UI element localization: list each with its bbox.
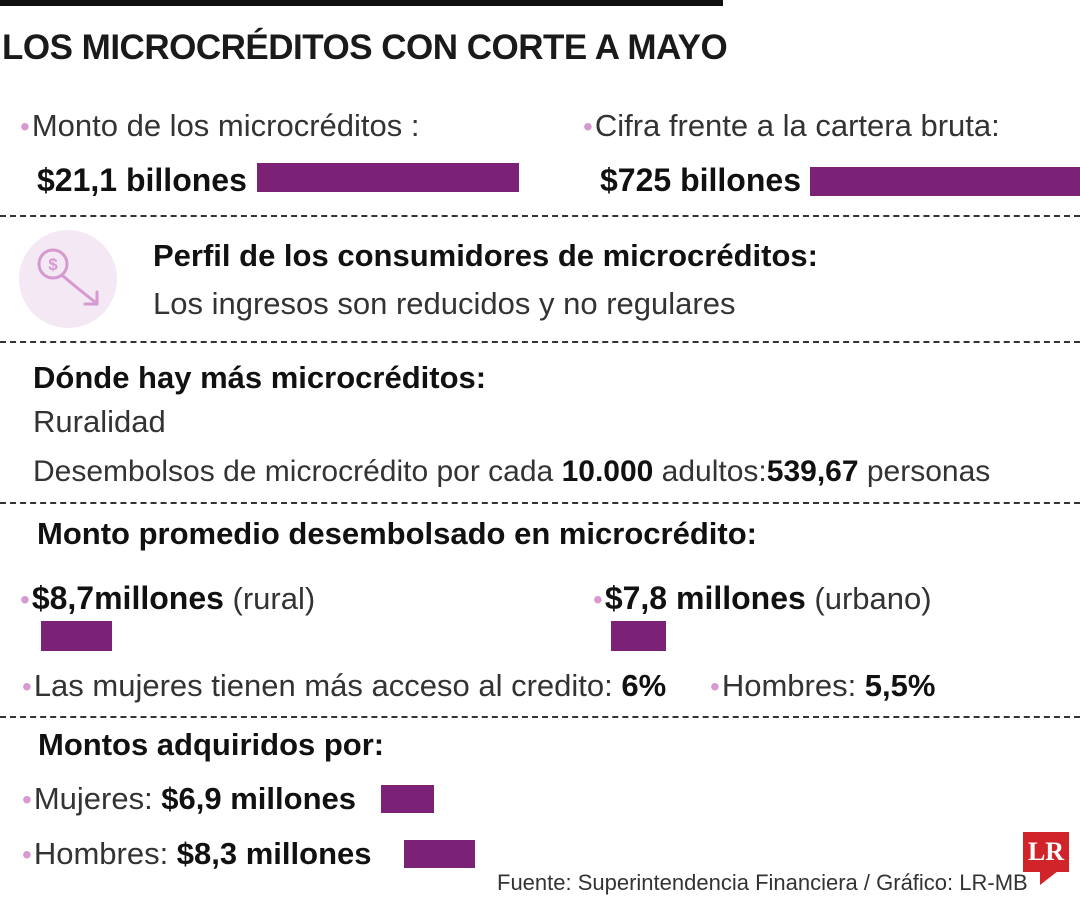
bullet: • xyxy=(710,671,720,702)
rural-amount: •$8,7millones (rural) xyxy=(20,580,316,616)
lr-logo: LR xyxy=(1023,832,1069,872)
page-title: LOS MICROCRÉDITOS CON CORTE A MAYO xyxy=(2,28,728,67)
money-down-icon: $ xyxy=(37,248,99,306)
separator xyxy=(0,215,1080,217)
bullet: • xyxy=(22,839,32,870)
bullet: • xyxy=(20,111,30,142)
disbursements-text: Desembolsos de microcrédito por cada 10.… xyxy=(33,455,991,488)
bullet: • xyxy=(22,784,32,815)
where-place: Ruralidad xyxy=(33,404,166,439)
men-amount: •Hombres: $8,3 millones xyxy=(22,836,372,871)
rural-bar xyxy=(41,621,112,651)
average-heading: Monto promedio desembolsado en microcréd… xyxy=(37,516,757,551)
bullet: • xyxy=(583,111,593,142)
lr-logo-tail xyxy=(1040,871,1058,885)
women-amount: •Mujeres: $6,9 millones xyxy=(22,781,357,816)
urban-amount: •$7,8 millones (urbano) xyxy=(593,580,932,616)
profile-heading: Perfil de los consumidores de microcrédi… xyxy=(153,238,818,273)
separator xyxy=(0,716,1080,718)
amount-value: $21,1 billones xyxy=(37,162,247,198)
source-credit: Fuente: Superintendencia Financiera / Gr… xyxy=(497,870,1028,895)
amounts-heading: Montos adquiridos por: xyxy=(38,727,385,762)
where-heading: Dónde hay más microcréditos: xyxy=(33,360,487,395)
portfolio-label: •Cifra frente a la cartera bruta: xyxy=(583,108,1000,143)
amount-label: •Monto de los microcréditos : xyxy=(20,108,420,143)
separator xyxy=(0,502,1080,504)
profile-text: Los ingresos son reducidos y no regulare… xyxy=(153,286,736,321)
portfolio-value: $725 billones xyxy=(600,162,801,198)
portfolio-bar xyxy=(810,167,1080,196)
women-access: •Las mujeres tienen más acceso al credit… xyxy=(22,668,667,703)
bullet: • xyxy=(593,584,603,615)
men-access: •Hombres: 5,5% xyxy=(710,668,936,703)
top-rule xyxy=(0,0,723,6)
women-bar xyxy=(381,785,434,813)
bullet: • xyxy=(22,671,32,702)
svg-text:$: $ xyxy=(48,255,58,274)
separator xyxy=(0,341,1080,343)
men-bar xyxy=(404,840,475,868)
amount-bar xyxy=(257,163,519,192)
bullet: • xyxy=(20,584,30,615)
urban-bar xyxy=(611,621,666,651)
